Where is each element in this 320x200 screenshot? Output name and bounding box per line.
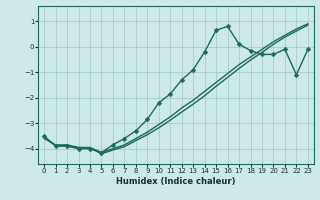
X-axis label: Humidex (Indice chaleur): Humidex (Indice chaleur) [116,177,236,186]
